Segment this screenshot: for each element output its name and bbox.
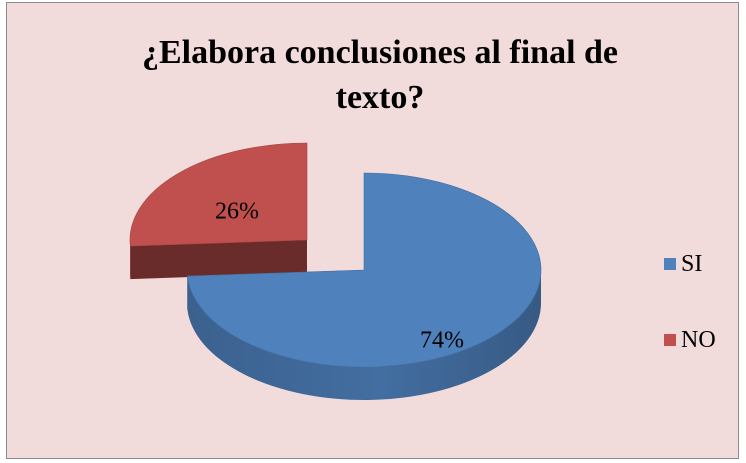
legend-label-si: SI: [681, 250, 703, 277]
legend-label-no: NO: [681, 326, 716, 353]
data-label-no: 26%: [215, 199, 259, 225]
pie-slice-no: [129, 142, 308, 247]
legend-swatch-si: [664, 258, 676, 270]
legend-item-no: NO: [664, 325, 716, 355]
chart-title: ¿Elabora conclusiones al final de texto?: [141, 34, 619, 116]
data-label-si: 74%: [420, 328, 464, 354]
legend-item-si: SI: [664, 249, 702, 279]
pie-slice-si: [187, 172, 542, 368]
legend-swatch-no: [664, 334, 676, 346]
